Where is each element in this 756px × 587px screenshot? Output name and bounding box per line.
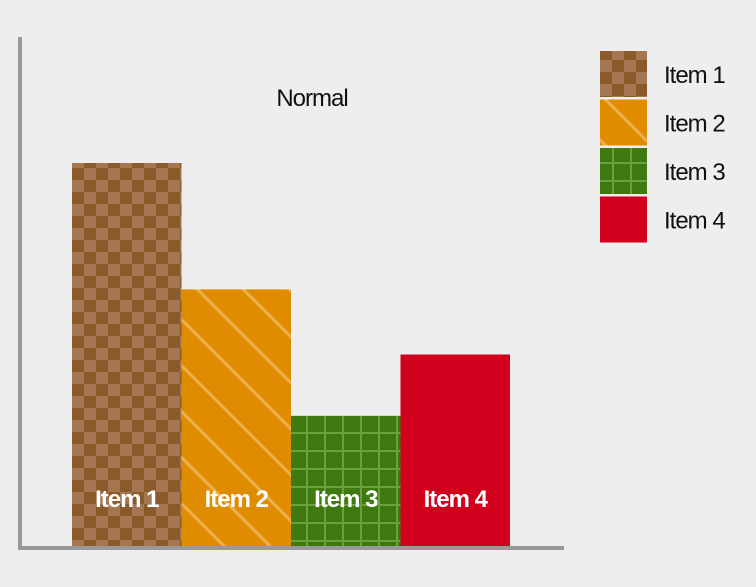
bar-label-item-2: Item 2 <box>205 486 269 513</box>
bar-labels-group: Item 1 Item 2 Item 3 Item 4 <box>95 486 490 513</box>
bar-label-item-4: Item 4 <box>424 486 489 513</box>
chart-title: Normal <box>276 85 347 112</box>
legend-label-item-1[interactable]: Item 1 <box>664 62 726 89</box>
legend-swatch-item-4[interactable] <box>600 196 647 243</box>
bar-item-1[interactable] <box>72 163 182 546</box>
legend-swatch-item-2[interactable] <box>600 99 647 146</box>
legend-label-item-4[interactable]: Item 4 <box>664 208 726 235</box>
bar-item-4[interactable] <box>400 354 511 547</box>
bars-group <box>72 163 510 546</box>
bar-item-2[interactable] <box>181 289 292 546</box>
legend-label-item-3[interactable]: Item 3 <box>664 159 726 186</box>
bar-label-item-3: Item 3 <box>314 486 378 513</box>
legend-swatch-item-3[interactable] <box>600 148 647 194</box>
legend-label-item-2[interactable]: Item 2 <box>664 111 726 138</box>
legend-swatch-item-1[interactable] <box>600 51 647 97</box>
x-axis <box>18 546 564 550</box>
bar-label-item-1: Item 1 <box>95 486 159 513</box>
bar-item-3[interactable] <box>291 415 401 546</box>
y-axis <box>18 37 22 550</box>
legend: Item 1 Item 2 Item 3 Item 4 <box>600 51 726 243</box>
